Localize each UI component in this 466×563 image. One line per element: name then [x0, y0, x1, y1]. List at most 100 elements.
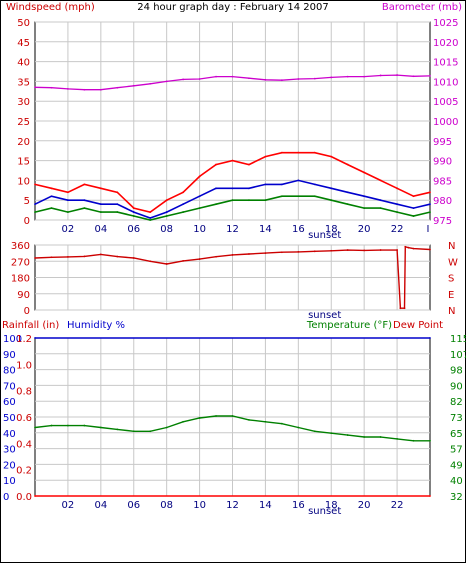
data-point: [215, 187, 217, 190]
data-point: [67, 191, 69, 194]
x-tick-label: 16: [292, 224, 305, 235]
data-point: [215, 163, 217, 166]
data-point: [231, 75, 234, 78]
data-point: [313, 195, 316, 198]
data-point: [248, 418, 250, 421]
x-tick-label: 20: [358, 224, 371, 235]
x-tick-label: 12: [226, 500, 239, 511]
y2-tick-label: 49: [450, 460, 463, 471]
data-point: [429, 211, 431, 213]
data-point: [280, 422, 283, 425]
y2-tick-label: 115: [450, 334, 466, 345]
data-point: [407, 246, 410, 249]
x-tick-label: 12: [226, 224, 239, 235]
y-tick-label: 10: [17, 176, 30, 187]
y2-tick-label: 1015: [433, 58, 458, 69]
data-point: [396, 74, 398, 76]
data-point: [412, 207, 415, 210]
y-tick-label: 30: [17, 97, 30, 108]
data-point: [248, 163, 250, 166]
compass-label: N: [448, 241, 455, 252]
humidity-tick-label: 50: [3, 413, 16, 424]
x-tick-label: 06: [127, 500, 140, 511]
temperature-axis-title: Temperature (°F): [306, 320, 392, 331]
data-point: [297, 250, 300, 253]
y2-tick-label: 975: [433, 216, 452, 227]
data-point: [429, 439, 431, 442]
data-point: [429, 203, 431, 206]
data-point: [363, 249, 366, 252]
humidity-tick-label: 10: [3, 476, 16, 487]
rain-tick-label: 0.2: [16, 466, 32, 477]
y-tick-label: 0: [24, 306, 30, 317]
data-point: [346, 249, 349, 251]
x-tick-label: 06: [127, 224, 140, 235]
data-point: [198, 417, 201, 419]
data-point: [50, 187, 53, 190]
x-tick-label: 20: [358, 500, 371, 511]
y2-tick-label: 82: [450, 397, 463, 408]
data-point: [132, 207, 135, 210]
sunset-label: sunset: [308, 310, 341, 321]
data-point: [330, 199, 333, 202]
data-point: [396, 203, 398, 206]
y-tick-label: 5: [24, 196, 30, 207]
humidity-tick-label: 80: [3, 366, 16, 377]
x-tick-label: 10: [193, 224, 206, 235]
data-point: [182, 191, 185, 194]
data-point: [67, 199, 69, 202]
data-point: [346, 163, 349, 166]
y2-tick-label: 1025: [433, 18, 458, 29]
data-point: [50, 86, 53, 89]
y-tick-label: 20: [17, 137, 30, 148]
data-point: [182, 420, 185, 423]
data-point: [231, 415, 234, 417]
data-point: [67, 88, 69, 90]
data-point: [83, 88, 86, 91]
humidity-tick-label: 90: [3, 350, 16, 361]
data-point: [264, 183, 267, 186]
x-tick-label: 02: [62, 500, 75, 511]
data-point: [313, 250, 316, 253]
rain-tick-label: 0.0: [16, 492, 32, 503]
data-point: [264, 78, 267, 81]
data-point: [182, 259, 185, 262]
data-point: [34, 211, 36, 213]
data-point: [330, 76, 333, 79]
data-point: [116, 86, 119, 89]
data-point: [198, 195, 201, 198]
data-point: [346, 434, 349, 436]
data-point: [215, 203, 217, 206]
x-tick-label: 18: [325, 500, 338, 511]
x-tick-label: 22: [391, 224, 404, 235]
y-tick-label: 40: [17, 58, 30, 69]
data-point: [379, 249, 382, 251]
data-point: [346, 191, 349, 194]
data-point: [264, 199, 267, 202]
data-point: [248, 253, 250, 255]
data-point: [99, 211, 102, 213]
data-point: [198, 175, 201, 178]
y2-tick-label: 980: [433, 196, 452, 207]
y2-tick-label: 995: [433, 137, 452, 148]
data-point: [396, 187, 398, 190]
data-point: [412, 75, 415, 78]
data-point: [116, 211, 119, 213]
data-point: [399, 307, 402, 310]
y2-tick-label: 32: [450, 492, 463, 503]
data-point: [429, 191, 431, 194]
data-point: [429, 495, 431, 497]
data-point: [34, 203, 36, 206]
data-point: [297, 78, 300, 80]
compass-label: W: [448, 257, 458, 268]
data-point: [264, 420, 267, 423]
compass-label: N: [448, 306, 455, 317]
x-tick-label: 10: [193, 500, 206, 511]
data-point: [248, 199, 250, 202]
y2-tick-label: 1000: [433, 117, 458, 128]
data-point: [132, 430, 135, 433]
data-point: [363, 75, 366, 78]
y-tick-label: 45: [17, 38, 30, 49]
data-point: [379, 199, 382, 202]
data-point: [330, 155, 333, 158]
